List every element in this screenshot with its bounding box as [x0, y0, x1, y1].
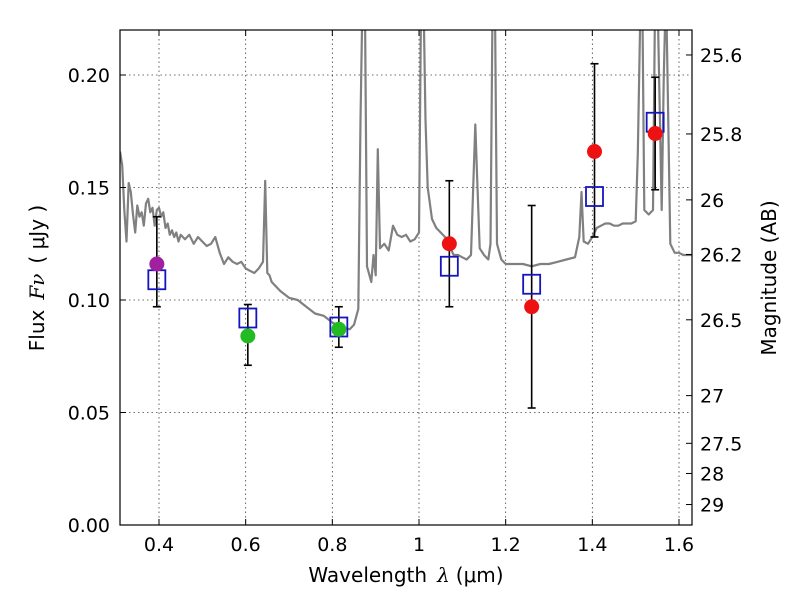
y-tick-label: 0.00 [68, 515, 110, 537]
mag-tick-label: 27.5 [700, 433, 742, 455]
y-axis-title: FluxFν( μJy ) [25, 205, 49, 351]
y2-axis-title: Magnitude (AB) [757, 200, 781, 355]
observed-flux-point [441, 236, 457, 252]
observed-flux-point [149, 256, 165, 272]
y-tick-label: 0.20 [68, 65, 110, 87]
ticks [120, 30, 692, 526]
mag-tick-label: 25.6 [700, 45, 742, 67]
model-flux-square [522, 273, 542, 295]
mag-tick-label: 26.5 [700, 310, 742, 332]
observed-flux-point [331, 321, 347, 337]
x-tick-label: 1.2 [491, 534, 521, 556]
model-flux-square [238, 307, 258, 329]
y-tick-label: 0.05 [68, 403, 110, 425]
observed-flux-point [587, 144, 602, 159]
observed-flux-point [647, 126, 663, 141]
y-tick-label: 0.10 [68, 290, 110, 312]
mag-tick-label: 28 [700, 463, 724, 485]
mag-tick-label: 26 [700, 190, 724, 212]
mag-tick-label: 25.8 [700, 124, 742, 146]
x-axis-title: Wavelength λ (μm) [308, 563, 503, 587]
x-tick-label: 1.4 [577, 534, 607, 556]
x-tick-label: 1 [413, 534, 425, 556]
plot-frame [119, 29, 693, 526]
observed-flux-point [240, 328, 256, 344]
tick-labels: 0.4 0.6 0.8 1 1.2 1.4 1.6 0.00 0.05 0.10 0.15 0.20 2… [68, 45, 743, 556]
markers [147, 111, 665, 344]
model-spectrum-line [120, 30, 692, 331]
x-tick-label: 1.6 [664, 534, 694, 556]
x-tick-label: 0.4 [144, 534, 174, 556]
x-tick-label: 0.6 [231, 534, 261, 556]
mag-tick-label: 29 [700, 495, 724, 517]
mag-tick-label: 26.2 [700, 245, 742, 267]
plot-background [120, 30, 692, 525]
y-tick-label: 0.15 [68, 178, 110, 200]
mag-tick-label: 27 [700, 386, 724, 408]
model-flux-square [439, 255, 459, 277]
spectrum-layer [120, 30, 692, 331]
x-tick-label: 0.8 [317, 534, 347, 556]
model-flux-square [585, 186, 604, 207]
observed-flux-point [524, 299, 540, 315]
